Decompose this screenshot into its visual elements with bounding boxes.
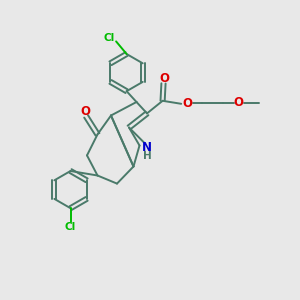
Text: O: O [80,104,91,118]
Text: H: H [142,151,152,161]
Text: Cl: Cl [104,33,115,43]
Text: Cl: Cl [65,222,76,232]
Text: O: O [234,96,244,109]
Text: N: N [142,141,152,154]
Text: O: O [182,97,192,110]
Text: O: O [159,71,169,85]
